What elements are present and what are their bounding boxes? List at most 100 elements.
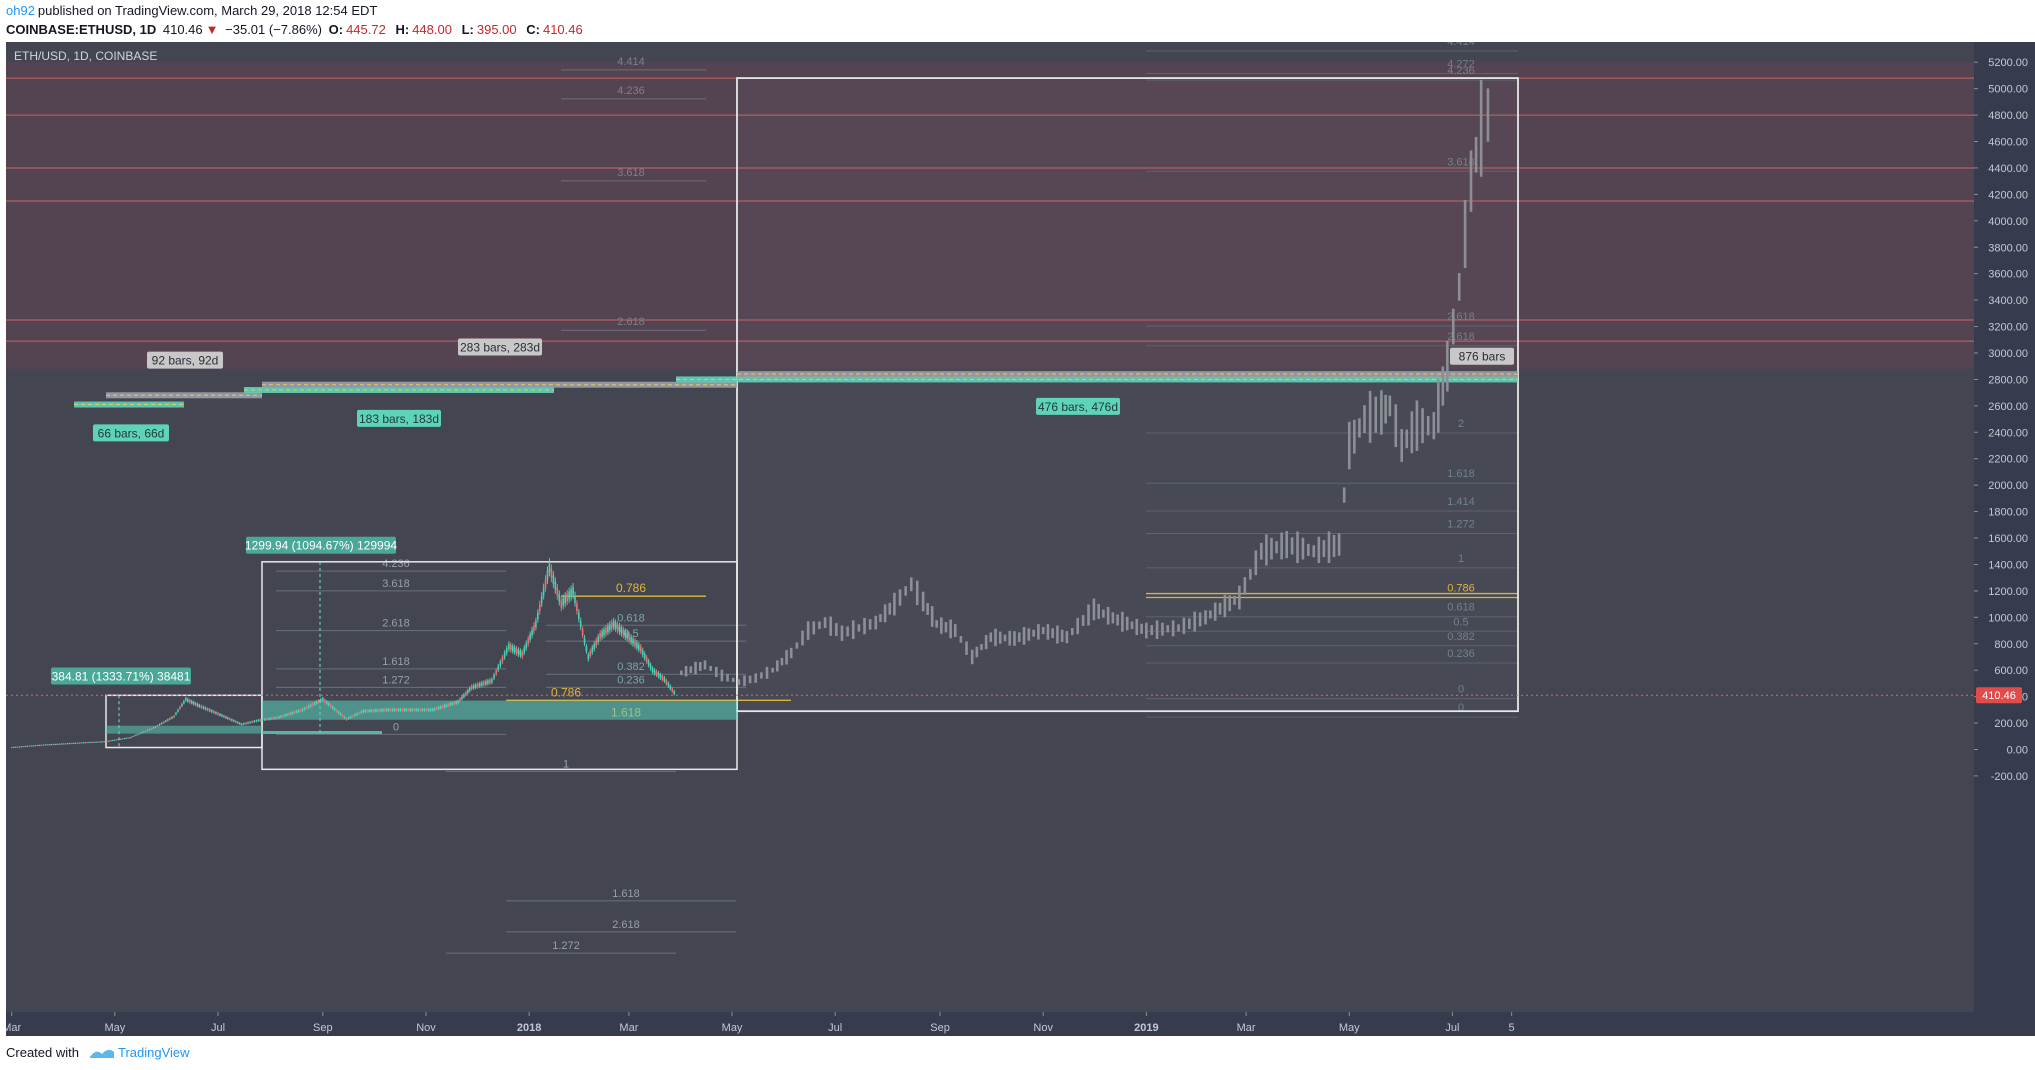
candle-body	[372, 709, 374, 712]
bar-count-label-bg	[1450, 347, 1514, 365]
candle-body	[307, 705, 310, 708]
candle-body	[465, 692, 467, 696]
y-axis-label: 1200.00	[1988, 586, 2028, 598]
bar-range-bands	[74, 371, 1518, 408]
candle-body	[474, 684, 477, 688]
candle-body	[387, 708, 390, 711]
candle-body	[123, 738, 126, 740]
candle-body	[529, 634, 531, 640]
bar-count-label: 476 bars, 476d	[1038, 400, 1118, 414]
candle-body	[137, 733, 139, 735]
candle-body	[41, 744, 43, 746]
y-axis-label: 2400.00	[1988, 427, 2028, 439]
candle-body	[309, 704, 312, 707]
candle-body	[148, 728, 151, 730]
candle-body	[466, 690, 469, 693]
range-boxes	[105, 77, 1519, 771]
candle-body	[251, 721, 254, 723]
published-text: published on TradingView.com, March 29, …	[37, 3, 378, 18]
candle-body	[152, 727, 155, 729]
candle-body	[10, 747, 13, 749]
candle-body	[288, 713, 290, 716]
y-axis-label: 4600.00	[1988, 137, 2028, 149]
open-value: 445.72	[346, 22, 386, 37]
measure-box-large	[736, 77, 1519, 713]
fib-golden-label: 0.786	[1447, 583, 1475, 595]
candle-body	[113, 739, 116, 741]
candle-body	[208, 709, 211, 712]
candle-body	[491, 679, 493, 683]
chart-canvas[interactable]: 4.414 4.236 3.618 2.618 4.236 3.618 2.618 1.618…	[6, 42, 2035, 1036]
candle-body	[238, 722, 241, 725]
last-price-badge	[1976, 687, 2022, 704]
candle-body	[605, 627, 607, 634]
author-link[interactable]: oh92	[6, 3, 35, 18]
candle-body	[347, 717, 350, 719]
candle-body	[578, 612, 580, 620]
candle-body	[401, 708, 404, 711]
candle-body	[70, 743, 73, 745]
candle-body	[181, 703, 183, 707]
candle-body	[179, 706, 181, 709]
down-arrow-icon: ▼	[205, 22, 219, 37]
candle-body	[223, 715, 225, 718]
last-price-badge-label: 410.46	[1982, 690, 2016, 702]
x-axis-label: May	[104, 1022, 125, 1034]
fib-level-label: 0	[393, 721, 399, 733]
y-axis-label: 4400.00	[1988, 163, 2028, 175]
fib-level-label: 0.236	[617, 674, 645, 686]
candle-body	[360, 711, 363, 714]
chart-area[interactable]: 4.414 4.236 3.618 2.618 4.236 3.618 2.618 1.618…	[6, 42, 2035, 1036]
x-axis-label: Mar	[1237, 1022, 1256, 1034]
fib-level-label: 2.618	[382, 618, 410, 630]
candle-body	[297, 710, 300, 713]
candle-body	[461, 696, 463, 700]
candle-body	[435, 707, 438, 710]
fibonacci-levels: 4.414 4.236 3.618 2.618 4.236 3.618 2.618 1.618…	[276, 42, 1518, 954]
candle-body	[515, 648, 518, 654]
candle-body	[505, 648, 508, 654]
candle-body	[667, 683, 670, 687]
candle-body	[280, 715, 282, 718]
candle-body	[84, 742, 86, 744]
candle-body	[593, 643, 596, 649]
plot-background	[6, 42, 1974, 1012]
candle-body	[96, 741, 98, 743]
header: oh92 published on TradingView.com, March …	[0, 0, 2035, 42]
resistance-zone	[6, 62, 1974, 369]
candle-body	[607, 626, 609, 633]
fib-level-label: 1.618	[382, 656, 410, 668]
candle-body	[217, 712, 219, 715]
candle-body	[447, 703, 450, 707]
candle-body	[397, 708, 400, 711]
candle-body	[99, 741, 102, 743]
candle-body	[599, 632, 601, 639]
candle-body	[335, 709, 338, 712]
candle-body	[558, 594, 561, 602]
y-axis-label: 3000.00	[1988, 348, 2028, 360]
tradingview-brand-link[interactable]: TradingView	[118, 1045, 190, 1060]
bar-count-label: 876 bars	[1459, 350, 1506, 364]
candle-body	[115, 739, 118, 741]
fib-level-label: 3.618	[617, 167, 645, 179]
candle-body	[374, 709, 376, 712]
candle-body	[34, 745, 37, 747]
candle-body	[204, 707, 207, 710]
candle-body	[441, 705, 444, 708]
candle-body	[585, 646, 588, 652]
candle-body	[245, 722, 247, 725]
candle-body	[437, 706, 440, 710]
resistance-zone-fill	[6, 62, 1974, 369]
tradingview-logo-icon[interactable]	[88, 1044, 116, 1062]
bar-range-283	[262, 381, 737, 388]
candle-body	[188, 699, 191, 703]
candle-body	[22, 746, 25, 748]
candle-body	[158, 724, 161, 726]
candle-body	[443, 705, 446, 708]
candle-body	[421, 708, 424, 711]
open-label: O:	[328, 22, 344, 37]
candle-body	[376, 709, 378, 712]
candle-body	[66, 743, 69, 745]
candle-body	[343, 716, 346, 719]
